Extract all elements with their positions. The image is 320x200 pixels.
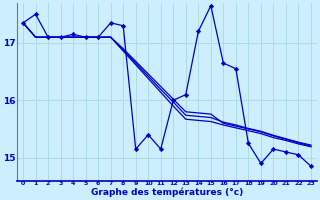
X-axis label: Graphe des températures (°c): Graphe des températures (°c) xyxy=(91,188,243,197)
